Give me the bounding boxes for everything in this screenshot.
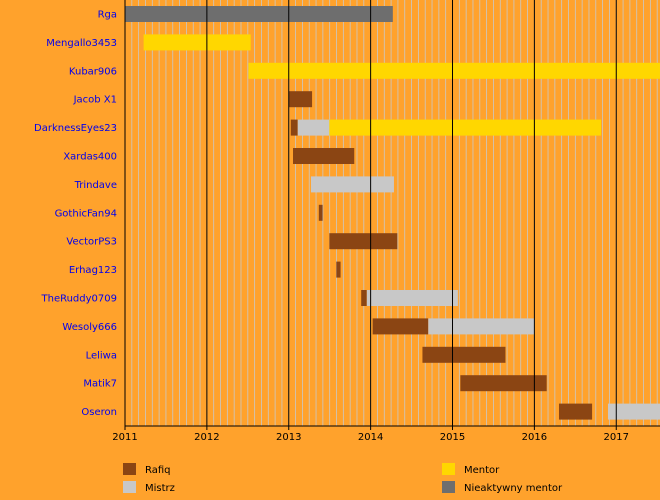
x-tick-label: 2015 [440, 432, 465, 443]
x-axis-ticks: 2011 2012 2013 2014 2015 2016 2017 [112, 426, 629, 443]
x-tick-label: 2016 [522, 432, 547, 443]
row-label: Kubar906 [69, 66, 117, 77]
row-label: Jacob X1 [73, 95, 117, 106]
row-label: Oseron [81, 407, 117, 418]
row-label: Erhag123 [69, 265, 117, 276]
legend-swatch-mentor [442, 463, 455, 475]
x-tick-label: 2014 [358, 432, 383, 443]
legend-swatch-mistrz [123, 481, 136, 493]
row-label: VectorPS3 [66, 237, 117, 248]
x-tick-label: 2012 [194, 432, 219, 443]
bar-theruddy0709-rafiq [361, 290, 367, 306]
y-axis-labels: Rga Mengallo3453 Kubar906 Jacob X1 DarknessE… [34, 10, 117, 419]
plot-frame [124, 0, 660, 427]
row-label: Wesoly666 [62, 322, 117, 333]
bar-darknesseyes23-rafiq [290, 119, 298, 136]
bar-darknesseyes23-mentor [329, 119, 602, 136]
bar-xardas400-rafiq [293, 148, 355, 164]
row-label: DarknessEyes23 [34, 123, 117, 134]
legend-swatch-inactive [442, 481, 455, 493]
row-label: Matik7 [83, 379, 117, 390]
row-label: TheRuddy0709 [41, 294, 118, 305]
row-label: Xardas400 [63, 152, 117, 163]
row-label: Trindave [74, 180, 117, 191]
legend-label-mentor: Mentor [464, 465, 500, 476]
x-tick-label: 2013 [276, 432, 301, 443]
row-label: Mengallo3453 [46, 38, 117, 49]
bar-erhag123-rafiq [336, 261, 341, 278]
bar-theruddy0709-mistrz [366, 290, 458, 306]
timeline-bars [125, 6, 660, 420]
bar-kubar906-mentor [248, 62, 660, 79]
bar-vectorps3-rafiq [329, 233, 398, 250]
bar-oseron-mistrz [607, 403, 660, 420]
bar-wesoly666-rafiq [372, 318, 429, 335]
bar-rga-inactive [125, 6, 393, 22]
bar-jacob-x1-rafiq [288, 91, 313, 108]
bar-wesoly666-mistrz [428, 318, 535, 335]
row-label: Rga [98, 10, 117, 21]
legend-swatch-rafiq [123, 463, 136, 475]
bar-darknesseyes23-mistrz [297, 119, 330, 136]
bar-oseron-rafiq [558, 403, 593, 420]
legend: Rafiq Mistrz Mentor Nieaktywny mentor [123, 463, 563, 494]
legend-label-rafiq: Rafiq [145, 465, 171, 476]
x-tick-label: 2011 [112, 432, 137, 443]
bar-mengallo3453-mentor [143, 34, 251, 51]
bar-trindave-mistrz [310, 176, 394, 193]
row-label: Leliwa [86, 350, 117, 361]
legend-label-inactive: Nieaktywny mentor [464, 483, 563, 494]
bar-gothicfan94-rafiq [318, 204, 323, 221]
bar-leliwa-rafiq [422, 346, 506, 363]
bar-matik7-rafiq [460, 375, 547, 392]
x-tick-label: 2017 [604, 432, 629, 443]
grid-year-lines [206, 0, 617, 426]
legend-label-mistrz: Mistrz [145, 483, 175, 494]
row-label: GothicFan94 [55, 208, 117, 219]
